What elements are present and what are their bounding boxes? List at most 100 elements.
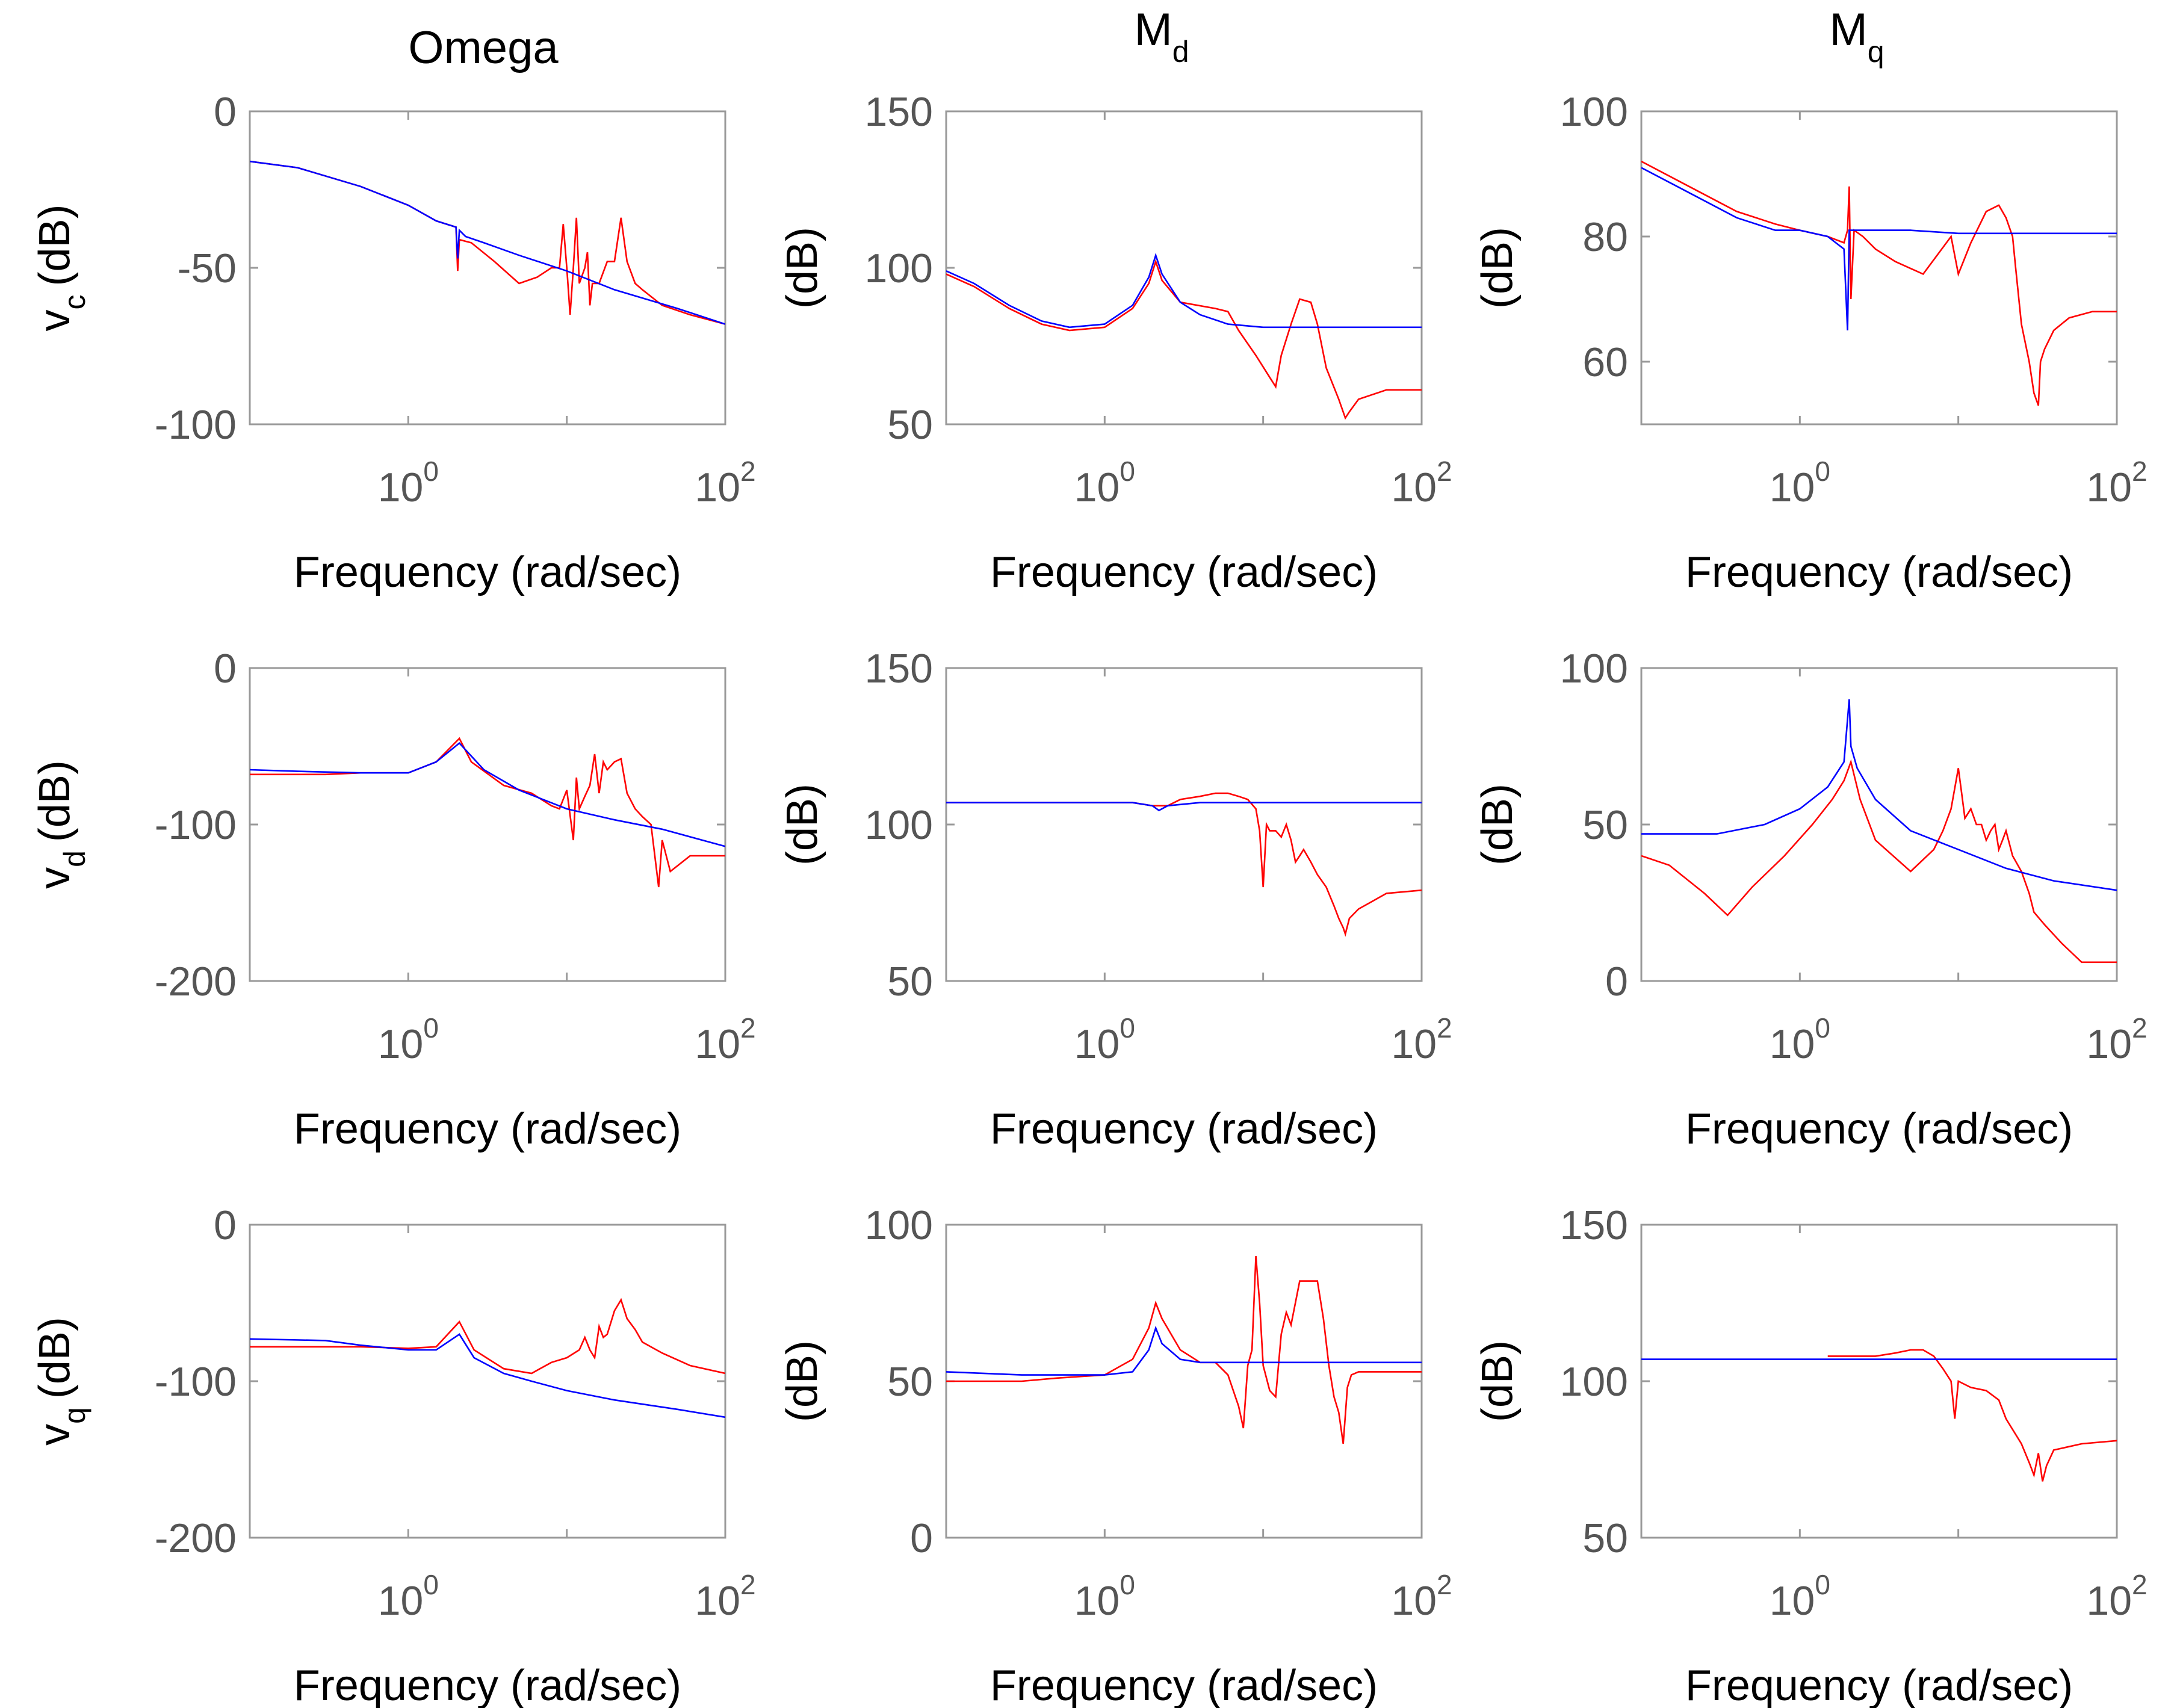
x-tick-exp: 2 — [2132, 456, 2148, 487]
x-tick-exp: 0 — [423, 456, 439, 487]
x-tick-label: 100 — [1770, 1012, 1830, 1067]
y-tick-label: 100 — [1560, 646, 1628, 692]
y-axis-label: (dB) — [778, 227, 826, 309]
column-titles: Omega Md Mq — [408, 4, 1884, 73]
series-group — [946, 252, 1422, 420]
y-tick-label: 50 — [1582, 802, 1628, 848]
x-tick-base: 10 — [1074, 465, 1120, 510]
y-label-sub: c — [58, 295, 91, 310]
y-axis-label: (dB) — [778, 1340, 826, 1422]
y-label-main: v — [31, 1424, 79, 1446]
y-tick-label: 100 — [1560, 1359, 1628, 1405]
x-tick-label: 102 — [2086, 1569, 2147, 1624]
x-tick-base: 10 — [1391, 465, 1437, 510]
x-tick-base: 10 — [1770, 465, 1815, 510]
y-tick-label: 0 — [1605, 959, 1628, 1004]
y-axis-label: (dB) — [778, 784, 826, 865]
y-label-main: v — [31, 867, 79, 889]
x-tick-base: 10 — [2086, 1578, 2132, 1624]
x-axis-label: Frequency (rad/sec) — [1685, 548, 2073, 596]
x-tick-exp: 0 — [423, 1012, 439, 1044]
y-tick-label: -100 — [155, 802, 237, 848]
y-tick-label: 100 — [1560, 89, 1628, 135]
series-line-red — [1641, 161, 2117, 406]
y-tick-label: 80 — [1582, 214, 1628, 260]
x-tick-label: 102 — [2086, 456, 2147, 510]
x-tick-base: 10 — [695, 465, 740, 510]
x-axis-label: Frequency (rad/sec) — [294, 548, 681, 596]
y-tick-label: 50 — [887, 959, 933, 1004]
x-tick-base: 10 — [1770, 1578, 1815, 1624]
x-tick-label: 102 — [695, 1012, 755, 1067]
x-tick-exp: 0 — [1120, 1569, 1135, 1600]
series-line-red — [1641, 759, 2117, 964]
x-tick-base: 10 — [1074, 1578, 1120, 1624]
series-line-red — [946, 1255, 1422, 1444]
col-title-mq-main: M — [1829, 4, 1867, 55]
x-tick-exp: 0 — [1120, 456, 1135, 487]
x-axis-label: Frequency (rad/sec) — [294, 1105, 681, 1153]
y-tick-label: 50 — [1582, 1515, 1628, 1561]
series-line-blue — [250, 742, 725, 847]
x-tick-exp: 0 — [1815, 1012, 1830, 1044]
y-tick-label: 150 — [1560, 1202, 1628, 1248]
y-axis-label: (dB) — [1473, 1340, 1522, 1422]
x-tick-exp: 2 — [2132, 1569, 2148, 1600]
x-axis-label: Frequency (rad/sec) — [1685, 1105, 2073, 1153]
col-title-omega: Omega — [408, 22, 559, 73]
x-tick-label: 100 — [378, 456, 439, 510]
col-title-md-sub: d — [1172, 35, 1189, 69]
x-tick-label: 100 — [1770, 456, 1830, 510]
y-axis-label: vq (dB) — [31, 1317, 91, 1446]
series-line-red — [1827, 1349, 2117, 1482]
series-group — [1641, 1349, 2117, 1482]
series-line-red — [250, 737, 725, 888]
y-axis-label: (dB) — [1473, 784, 1522, 865]
x-tick-label: 102 — [2086, 1012, 2147, 1067]
plot-frame — [249, 110, 726, 425]
x-tick-base: 10 — [1770, 1021, 1815, 1067]
series-group — [946, 792, 1422, 937]
plot-frame — [1640, 110, 2118, 425]
series-line-blue — [250, 160, 725, 325]
plot-frame — [945, 110, 1423, 425]
y-tick-label: 100 — [865, 802, 933, 848]
x-tick-base: 10 — [1391, 1578, 1437, 1624]
x-tick-base: 10 — [695, 1021, 740, 1067]
x-tick-label: 102 — [1391, 1569, 1452, 1624]
series-line-red — [250, 1298, 725, 1375]
series-line-blue — [946, 802, 1422, 812]
x-axis-label: Frequency (rad/sec) — [1685, 1662, 2073, 1708]
x-tick-exp: 0 — [1120, 1012, 1135, 1044]
series-group — [1641, 699, 2117, 964]
y-tick-label: -100 — [155, 402, 237, 448]
x-tick-exp: 2 — [1437, 1569, 1452, 1600]
plot-frame — [249, 1224, 726, 1539]
y-tick-label: 100 — [865, 1202, 933, 1248]
plot-frame — [249, 667, 726, 982]
col-title-mq-sub: q — [1868, 35, 1884, 69]
x-tick-exp: 0 — [423, 1569, 439, 1600]
series-group — [250, 160, 725, 325]
series-group — [250, 737, 725, 888]
y-axis-label: vd (dB) — [31, 760, 91, 889]
plot-frame — [1640, 667, 2118, 982]
x-tick-base: 10 — [378, 1021, 424, 1067]
x-tick-exp: 0 — [1815, 456, 1830, 487]
x-axis-label: Frequency (rad/sec) — [990, 1105, 1378, 1153]
x-tick-label: 100 — [1074, 1012, 1135, 1067]
series-line-red — [946, 259, 1422, 420]
x-tick-label: 102 — [1391, 456, 1452, 510]
x-tick-exp: 2 — [1437, 456, 1452, 487]
x-tick-base: 10 — [1391, 1021, 1437, 1067]
x-tick-base: 10 — [1074, 1021, 1120, 1067]
x-tick-base: 10 — [695, 1578, 740, 1624]
y-axis-label: (dB) — [1473, 227, 1522, 309]
